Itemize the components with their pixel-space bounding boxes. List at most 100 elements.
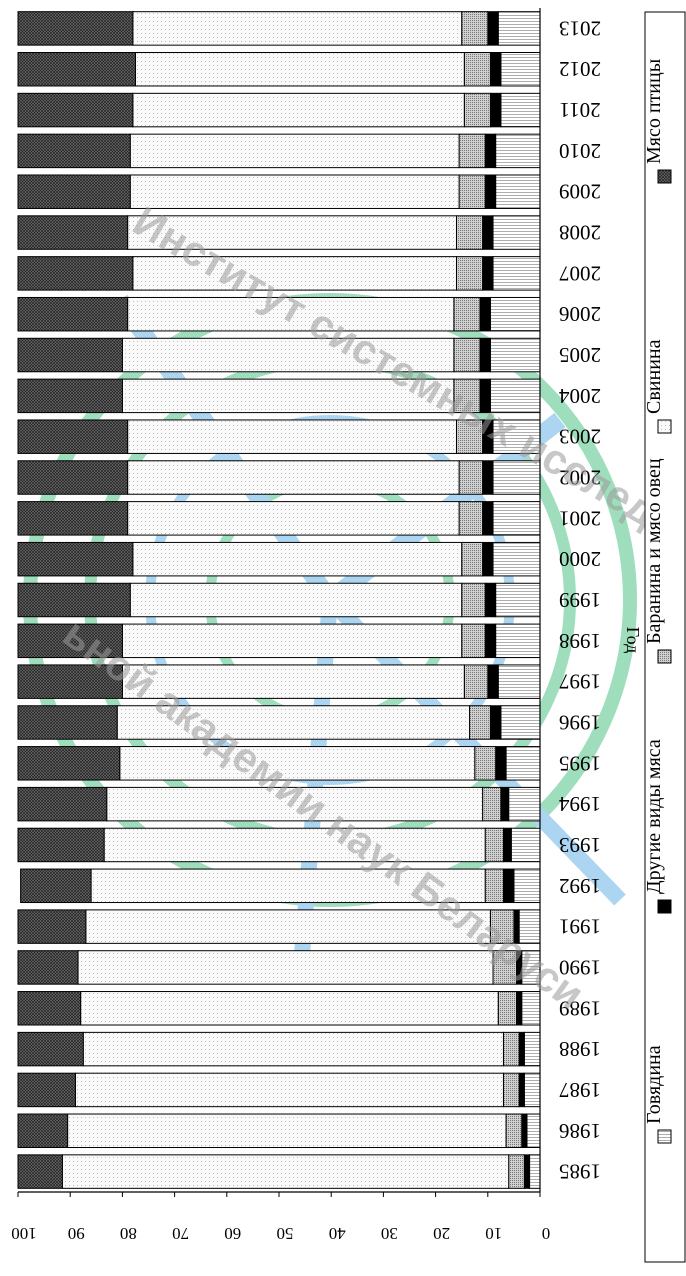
value-tick-label: 0 bbox=[542, 1224, 551, 1243]
bar-segment bbox=[509, 787, 540, 820]
bar-segment bbox=[493, 542, 540, 575]
bar-stack-1996 bbox=[18, 706, 540, 739]
bar-stack-2013 bbox=[18, 12, 540, 45]
bar-segment bbox=[485, 583, 495, 616]
bar-segment bbox=[493, 257, 540, 290]
bar-segment bbox=[128, 461, 459, 494]
bar-segment bbox=[490, 706, 500, 739]
bar-stack-2012 bbox=[18, 53, 540, 86]
bar-segment bbox=[496, 747, 506, 780]
bar-segment bbox=[483, 542, 493, 575]
bar-segment bbox=[18, 134, 130, 167]
bar-segment bbox=[483, 502, 493, 535]
bar-segment bbox=[485, 828, 503, 861]
bar-segment bbox=[496, 134, 540, 167]
bar-segment bbox=[83, 1032, 503, 1065]
bar-segment bbox=[506, 747, 540, 780]
bar-segment bbox=[480, 297, 490, 330]
legend-label: Мясо птицы bbox=[643, 59, 665, 164]
bar-segment bbox=[496, 175, 540, 208]
bar-stack-2008 bbox=[18, 216, 540, 249]
bar-segment bbox=[18, 297, 128, 330]
bar-segment bbox=[130, 134, 459, 167]
bar-segment bbox=[18, 379, 122, 412]
bar-segment bbox=[527, 1114, 540, 1147]
bar-segment bbox=[480, 338, 490, 371]
bar-segment bbox=[18, 338, 122, 371]
bar-segment bbox=[464, 93, 490, 126]
category-label: 1996 bbox=[559, 710, 601, 734]
legend-label: Другие виды мяса bbox=[643, 739, 665, 894]
bar-segment bbox=[498, 992, 516, 1025]
bar-stack-1993 bbox=[18, 828, 540, 861]
bar-segment bbox=[128, 502, 459, 535]
category-label: 1985 bbox=[559, 1160, 601, 1184]
bar-segment bbox=[18, 257, 133, 290]
bar-segment bbox=[490, 53, 500, 86]
bar-stack-2009 bbox=[18, 175, 540, 208]
category-label: 2005 bbox=[559, 343, 601, 367]
category-label: 1994 bbox=[559, 792, 602, 816]
category-label: 1993 bbox=[559, 833, 601, 857]
bar-segment bbox=[454, 338, 480, 371]
bar-stack-1985 bbox=[18, 1155, 540, 1188]
bar-segment bbox=[498, 665, 540, 698]
bar-segment bbox=[18, 542, 133, 575]
bar-segment bbox=[462, 583, 485, 616]
legend: Говядина Другие виды мяса Баранина и мясо … bbox=[643, 12, 685, 1262]
bar-segment bbox=[464, 665, 487, 698]
value-tick-label: 100 bbox=[11, 1224, 37, 1243]
value-tick-label: 70 bbox=[172, 1224, 189, 1243]
bar-segment bbox=[514, 869, 540, 902]
bar-segment bbox=[522, 1114, 527, 1147]
legend-swatch bbox=[658, 900, 671, 913]
bar-stack-1999 bbox=[18, 583, 540, 616]
category-label: 2008 bbox=[559, 221, 601, 245]
legend-swatch bbox=[658, 420, 671, 433]
bar-segment bbox=[81, 992, 499, 1025]
bar-segment bbox=[517, 992, 522, 1025]
bar-stack-1990 bbox=[18, 951, 540, 984]
bar-segment bbox=[18, 216, 128, 249]
bar-stack-2001 bbox=[18, 502, 540, 535]
bar-segment bbox=[18, 502, 128, 535]
category-label: 1992 bbox=[559, 874, 601, 898]
category-label: 2012 bbox=[559, 57, 601, 81]
bar-segment bbox=[485, 624, 495, 657]
value-tick-label: 30 bbox=[381, 1224, 398, 1243]
bar-segment bbox=[18, 583, 130, 616]
category-label: 2009 bbox=[559, 180, 601, 204]
bar-segment bbox=[133, 12, 462, 45]
bar-stack-1986 bbox=[18, 1114, 540, 1147]
bar-segment bbox=[519, 1032, 524, 1065]
bar-segment bbox=[130, 583, 461, 616]
bar-segment bbox=[62, 1155, 508, 1188]
category-label: 2011 bbox=[559, 98, 600, 122]
bar-segment bbox=[524, 1073, 540, 1106]
bar-segment bbox=[18, 951, 78, 984]
bar-segment bbox=[18, 1155, 62, 1188]
bar-segment bbox=[21, 869, 91, 902]
x-axis-title: Год bbox=[623, 627, 643, 653]
bar-segment bbox=[18, 12, 133, 45]
category-label: 2010 bbox=[559, 139, 601, 163]
legend-label: Говядина bbox=[643, 1045, 665, 1124]
bar-segment bbox=[490, 93, 500, 126]
bar-stack-2010 bbox=[18, 134, 540, 167]
bar-segment bbox=[524, 1155, 529, 1188]
bar-stack-1989 bbox=[18, 992, 540, 1025]
bar-segment bbox=[493, 216, 540, 249]
bar-segment bbox=[18, 175, 130, 208]
value-tick-label: 10 bbox=[485, 1224, 502, 1243]
bar-segment bbox=[483, 461, 493, 494]
bar-stack-2000 bbox=[18, 542, 540, 575]
bar-segment bbox=[488, 665, 498, 698]
value-tick-label: 20 bbox=[433, 1224, 450, 1243]
bar-segment bbox=[462, 542, 483, 575]
legend-swatch bbox=[658, 650, 671, 663]
bar-segment bbox=[454, 297, 480, 330]
bar-segment bbox=[490, 297, 540, 330]
legend-label: Баранина и мясо овец bbox=[643, 458, 665, 644]
